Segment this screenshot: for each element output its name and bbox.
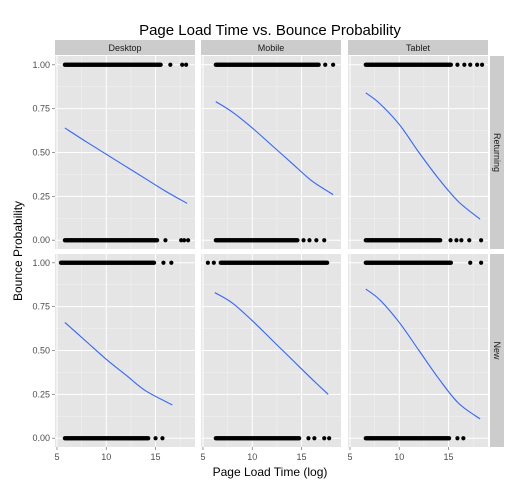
point-no-bounce (454, 238, 459, 243)
x-tick-label: 5 (200, 452, 205, 462)
point-no-bounce (467, 238, 472, 243)
point-no-bounce (447, 436, 452, 441)
strip-tablet (348, 40, 488, 55)
point-bounce (151, 260, 157, 265)
point-bounce (161, 260, 166, 265)
fit-curve (214, 292, 329, 395)
point-bounce (158, 62, 163, 67)
point-no-bounce (455, 436, 460, 441)
strip-label-new: New (492, 341, 502, 360)
fit-curve (215, 101, 334, 196)
point-no-bounce (479, 238, 484, 243)
x-tick-label: 10 (247, 452, 257, 462)
point-bounce (479, 260, 484, 265)
point-no-bounce (153, 436, 158, 441)
panel-returning-desktop (55, 56, 195, 249)
panel-new-mobile (201, 254, 341, 447)
point-bounce (168, 62, 173, 67)
strip-returning (490, 56, 504, 249)
point-no-bounce (146, 436, 151, 441)
point-no-bounce (306, 436, 311, 441)
point-bounce (331, 62, 336, 67)
strip-new (490, 254, 504, 447)
point-no-bounce (301, 238, 306, 243)
strip-label-tablet: Tablet (406, 43, 431, 53)
point-no-bounce (461, 436, 466, 441)
x-tick-label: 15 (297, 452, 307, 462)
point-no-bounce (179, 238, 184, 243)
point-no-bounce (186, 238, 191, 243)
point-bounce (448, 62, 454, 67)
point-no-bounce (327, 436, 332, 441)
point-bounce (479, 62, 485, 67)
strip-desktop (55, 40, 195, 55)
point-bounce (448, 260, 454, 265)
point-no-bounce (182, 238, 187, 243)
x-tick-label: 5 (54, 452, 59, 462)
point-bounce (180, 62, 185, 67)
point-bounce (169, 260, 174, 265)
x-tick-label: 15 (151, 452, 161, 462)
point-bounce (323, 62, 328, 67)
y-tick-label: 0.75 (32, 104, 50, 114)
y-tick-label: 0.25 (32, 191, 50, 201)
panel-returning-tablet (348, 56, 488, 249)
y-tick-label: 0.50 (32, 148, 50, 158)
point-no-bounce (314, 238, 319, 243)
point-bounce (468, 260, 473, 265)
fit-curve (365, 288, 481, 420)
fit-curve (365, 92, 481, 220)
point-bounce (184, 62, 189, 67)
point-bounce (475, 62, 480, 67)
point-no-bounce (312, 436, 317, 441)
point-no-bounce (163, 238, 168, 243)
strip-label-desktop: Desktop (108, 43, 141, 53)
point-no-bounce (322, 238, 327, 243)
panel-new-tablet (348, 254, 488, 447)
y-tick-label: 1.00 (32, 60, 50, 70)
x-tick-label: 10 (101, 452, 111, 462)
point-no-bounce (307, 238, 312, 243)
point-no-bounce (155, 238, 160, 243)
y-tick-label: 0.25 (32, 389, 50, 399)
point-no-bounce (459, 238, 464, 243)
point-bounce (468, 62, 473, 67)
panels-layer: Desktop Mobile Tablet Returning New 0.00 0.25 0… (32, 40, 504, 462)
point-no-bounce (448, 238, 453, 243)
x-tick-label: 15 (444, 452, 454, 462)
fit-curve (64, 322, 173, 406)
panel-new-desktop (55, 254, 195, 447)
x-tick-label: 5 (347, 452, 352, 462)
strip-label-returning: Returning (492, 133, 502, 172)
chart-title: Page Load Time vs. Bounce Probability (139, 22, 401, 39)
y-tick-label: 0.75 (32, 302, 50, 312)
point-no-bounce (438, 238, 443, 243)
strip-label-mobile: Mobile (258, 43, 285, 53)
point-bounce (325, 260, 330, 265)
y-tick-label: 1.00 (32, 258, 50, 268)
point-bounce (205, 260, 210, 265)
panel-returning-mobile (201, 56, 341, 249)
point-no-bounce (295, 238, 300, 243)
point-no-bounce (322, 436, 327, 441)
y-tick-label: 0.00 (32, 235, 50, 245)
x-tick-label: 10 (394, 452, 404, 462)
point-bounce (455, 62, 460, 67)
point-bounce (211, 260, 216, 265)
y-tick-label: 0.50 (32, 346, 50, 356)
point-no-bounce (297, 436, 302, 441)
y-axis-title: Bounce Probability (11, 201, 25, 301)
y-tick-label: 0.00 (32, 433, 50, 443)
strip-mobile (201, 40, 341, 55)
fit-curve (64, 127, 188, 204)
point-bounce (316, 62, 321, 67)
point-bounce (462, 62, 467, 67)
x-axis-title: Page Load Time (log) (213, 465, 328, 479)
point-no-bounce (160, 436, 165, 441)
